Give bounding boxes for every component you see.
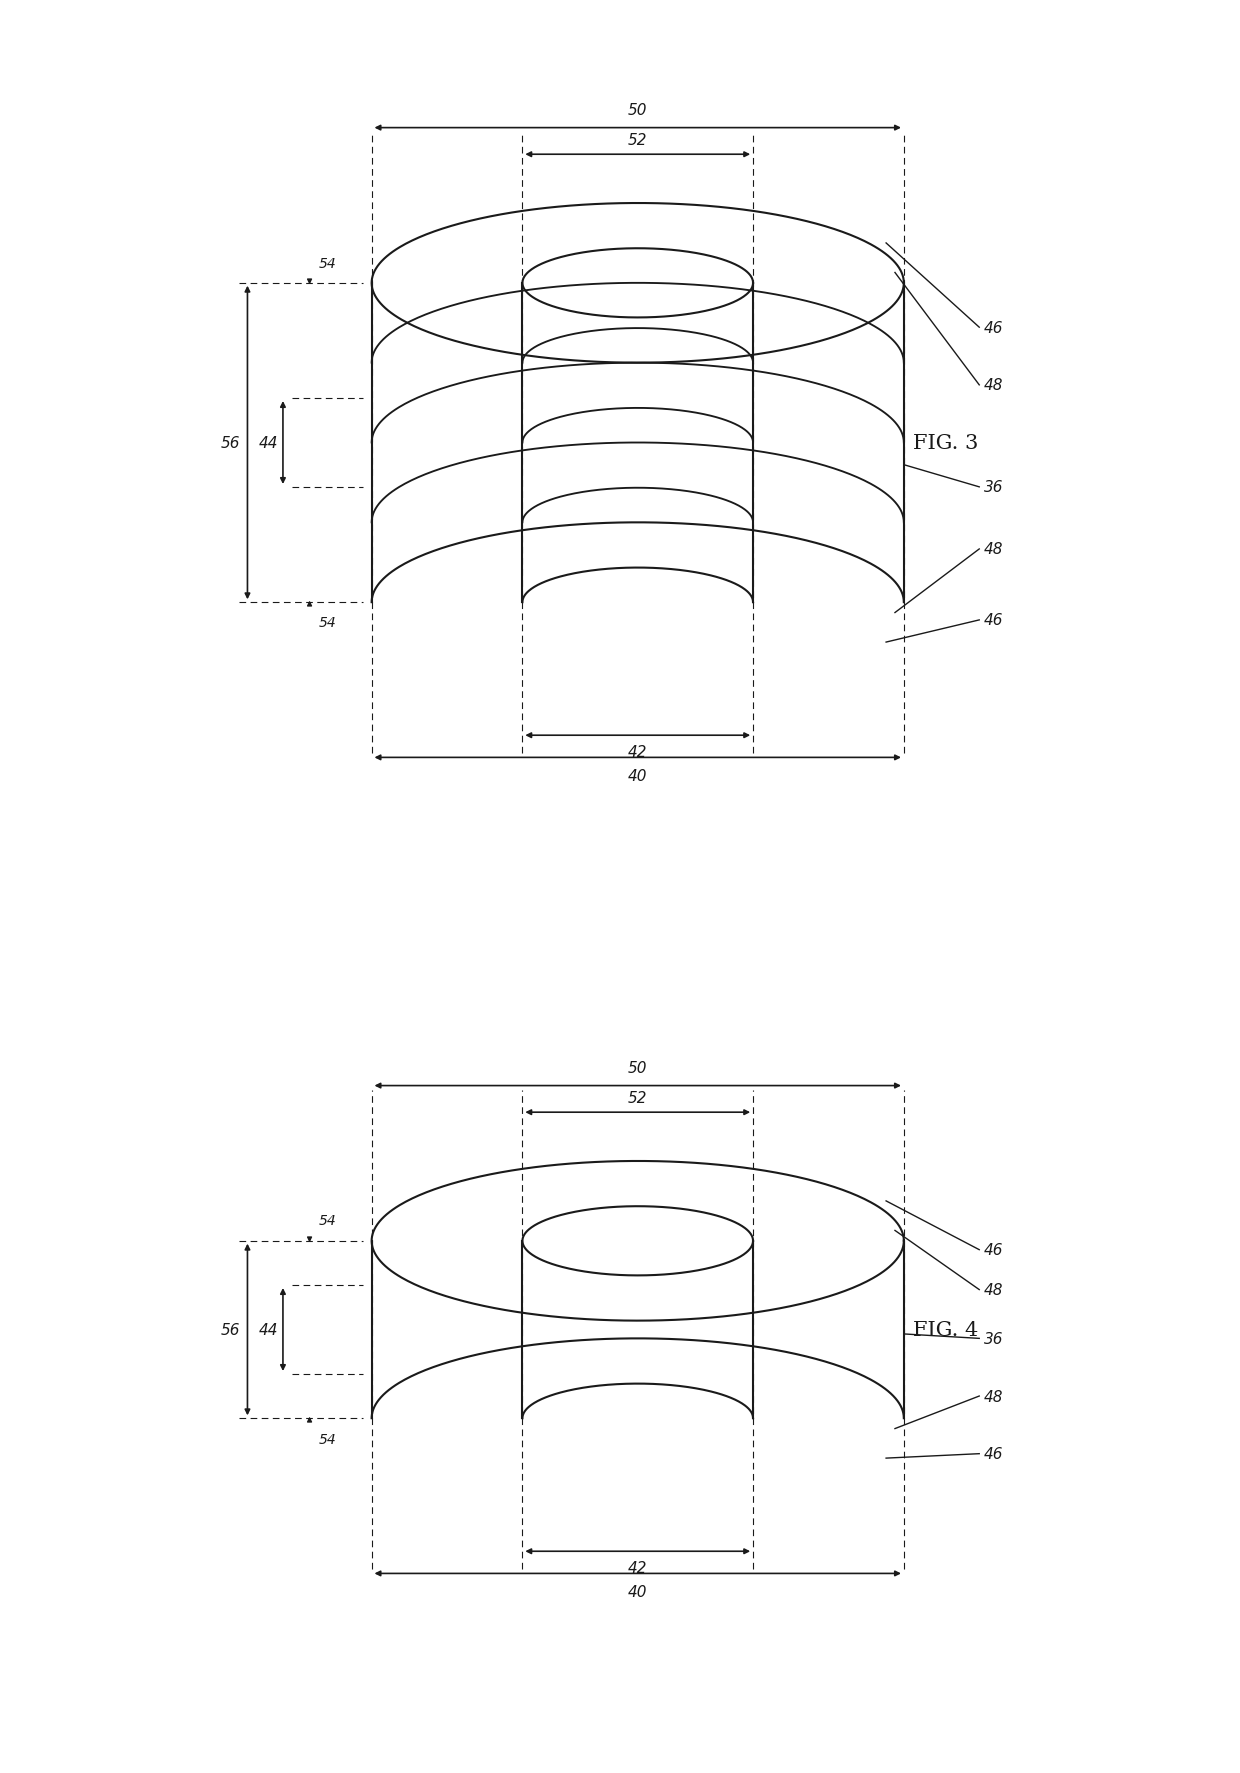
- Text: 50: 50: [627, 103, 647, 119]
- Text: 46: 46: [983, 613, 1003, 628]
- Text: 42: 42: [627, 1560, 647, 1574]
- Text: 36: 36: [983, 1332, 1003, 1346]
- Text: 50: 50: [627, 1060, 647, 1074]
- Text: 48: 48: [983, 378, 1003, 394]
- Text: 42: 42: [627, 745, 647, 759]
- Text: 54: 54: [319, 257, 336, 271]
- Text: 56: 56: [221, 436, 241, 450]
- Text: 52: 52: [627, 133, 647, 149]
- Text: 44: 44: [259, 1323, 279, 1337]
- Text: 54: 54: [319, 1433, 336, 1445]
- Text: FIG. 3: FIG. 3: [913, 434, 978, 452]
- Text: 48: 48: [983, 1388, 1003, 1404]
- Text: FIG. 4: FIG. 4: [913, 1321, 978, 1339]
- Text: 44: 44: [259, 436, 279, 450]
- Text: 54: 54: [319, 617, 336, 629]
- Text: 40: 40: [627, 1585, 647, 1599]
- Text: 36: 36: [983, 480, 1003, 495]
- Text: 46: 46: [983, 1243, 1003, 1257]
- Text: 54: 54: [319, 1215, 336, 1227]
- Text: 48: 48: [983, 543, 1003, 557]
- Text: 52: 52: [627, 1090, 647, 1106]
- Text: 56: 56: [221, 1323, 241, 1337]
- Text: 46: 46: [983, 321, 1003, 335]
- Text: 46: 46: [983, 1447, 1003, 1461]
- Text: 40: 40: [627, 769, 647, 784]
- Text: 48: 48: [983, 1282, 1003, 1298]
